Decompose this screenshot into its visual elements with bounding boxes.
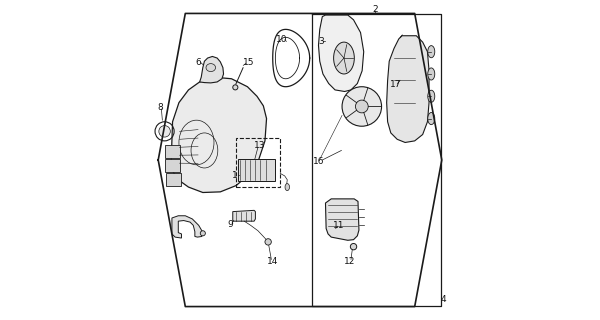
- Ellipse shape: [428, 68, 435, 80]
- Bar: [236, 138, 280, 187]
- Text: 13: 13: [253, 141, 265, 150]
- Circle shape: [355, 100, 368, 113]
- Polygon shape: [233, 210, 256, 221]
- Polygon shape: [172, 216, 202, 238]
- Text: 9: 9: [227, 220, 233, 229]
- FancyBboxPatch shape: [166, 173, 181, 186]
- Polygon shape: [325, 199, 359, 240]
- Circle shape: [342, 87, 382, 126]
- FancyBboxPatch shape: [165, 145, 180, 158]
- Ellipse shape: [334, 42, 355, 74]
- Text: 2: 2: [372, 5, 377, 14]
- Circle shape: [159, 125, 170, 137]
- Text: 8: 8: [157, 103, 163, 112]
- Ellipse shape: [428, 90, 435, 102]
- Text: 10: 10: [276, 35, 287, 44]
- Ellipse shape: [428, 46, 435, 58]
- Text: 3: 3: [318, 37, 323, 46]
- Ellipse shape: [428, 113, 435, 124]
- Text: 14: 14: [267, 257, 278, 266]
- Text: 16: 16: [313, 157, 324, 166]
- Polygon shape: [319, 15, 364, 92]
- Circle shape: [265, 239, 271, 245]
- Circle shape: [350, 244, 357, 250]
- Text: 6: 6: [195, 58, 201, 67]
- Text: 17: 17: [390, 80, 401, 89]
- Ellipse shape: [285, 184, 289, 191]
- Text: 11: 11: [333, 221, 344, 230]
- Polygon shape: [200, 56, 224, 83]
- Circle shape: [233, 85, 238, 90]
- Polygon shape: [171, 77, 266, 193]
- Polygon shape: [386, 36, 429, 142]
- Text: 4: 4: [440, 295, 446, 304]
- FancyBboxPatch shape: [165, 159, 180, 172]
- Ellipse shape: [206, 64, 215, 72]
- FancyBboxPatch shape: [238, 159, 275, 181]
- Circle shape: [200, 231, 205, 236]
- Text: 12: 12: [344, 257, 355, 266]
- Text: 1: 1: [232, 172, 238, 180]
- Text: 15: 15: [242, 58, 254, 67]
